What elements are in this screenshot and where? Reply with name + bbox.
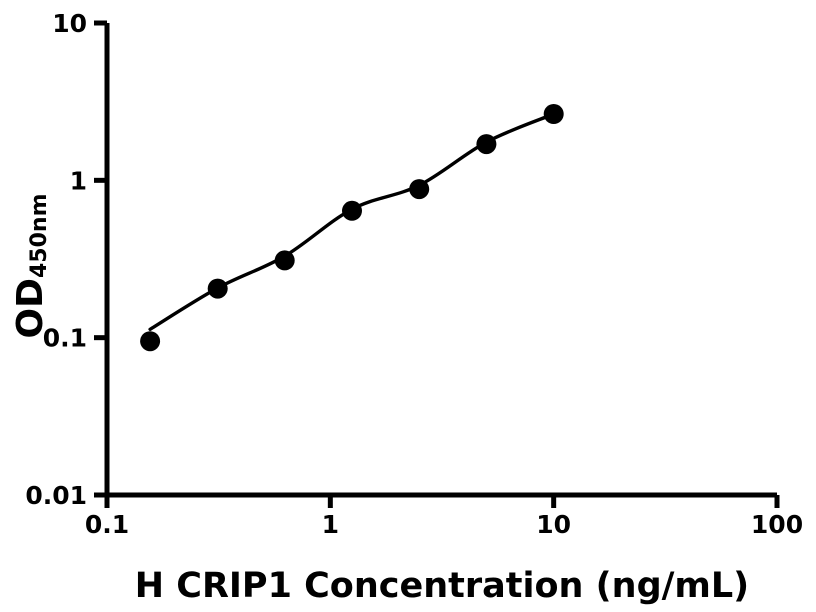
- data-point: [543, 104, 564, 124]
- data-point: [476, 134, 497, 155]
- x-tick-label: 0.1: [85, 510, 129, 539]
- data-point: [207, 278, 228, 299]
- y-tick-label: 0.1: [43, 324, 87, 353]
- data-point: [409, 179, 430, 200]
- y-tick-label: 1: [70, 166, 87, 195]
- data-point: [342, 200, 362, 221]
- y-axis-title-sub: 450nm: [27, 193, 52, 278]
- y-tick-label: 0.01: [25, 481, 87, 510]
- x-tick-label: 1: [322, 510, 339, 539]
- x-axis-title: H CRIP1 Concentration (ng/mL): [135, 566, 749, 606]
- x-tick-label: 100: [751, 510, 803, 539]
- data-point: [140, 331, 161, 352]
- y-tick-label: 10: [52, 9, 87, 38]
- x-tick-label: 10: [536, 510, 571, 539]
- y-axis-title-main: OD: [10, 278, 51, 339]
- y-axis-title: OD450nm: [10, 193, 52, 338]
- data-points: [140, 104, 564, 352]
- axis-spine: [104, 23, 777, 498]
- data-point: [274, 250, 295, 271]
